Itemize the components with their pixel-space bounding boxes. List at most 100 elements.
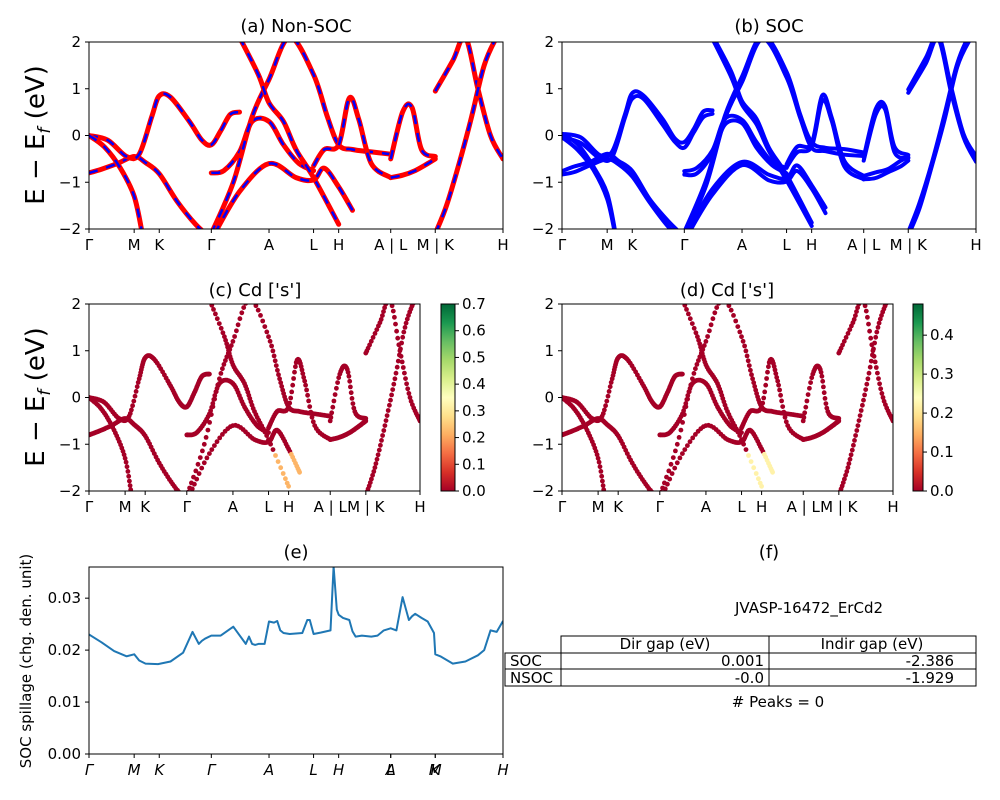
panel-c-title: (c) Cd ['s'] (209, 280, 302, 301)
xtick-label: K (154, 761, 165, 779)
proj-point (770, 469, 775, 475)
proj-point (680, 451, 685, 456)
cbar-tick-label: 0.1 (462, 455, 486, 473)
proj-point (209, 304, 215, 308)
ytick-label: −2 (59, 220, 81, 238)
proj-point (685, 393, 691, 398)
proj-point (266, 334, 271, 340)
proj-point (130, 403, 136, 409)
proj-point (381, 309, 386, 314)
xtick-label: H (756, 498, 767, 516)
xtick-label: L (264, 498, 273, 516)
xtick-label: A (701, 498, 712, 516)
proj-point (680, 420, 685, 425)
proj-point (297, 469, 302, 475)
proj-point (686, 389, 692, 395)
proj-point (376, 447, 382, 453)
proj-point (375, 452, 381, 458)
proj-point (209, 447, 215, 452)
proj-point (866, 370, 872, 376)
proj-point (212, 443, 217, 448)
proj-point (221, 362, 227, 367)
proj-point (851, 442, 856, 448)
proj-point (412, 299, 417, 304)
proj-point (886, 297, 891, 302)
xtick-label: M | K (820, 498, 859, 516)
xtick-label: Γ (85, 761, 95, 779)
proj-point (390, 304, 392, 305)
proj-point (134, 384, 140, 390)
proj-point (851, 317, 857, 322)
xtick-label: Γ (207, 761, 217, 779)
proj-point (193, 468, 199, 474)
proj-point (712, 310, 718, 316)
proj-point (856, 418, 862, 423)
band-nonsoc-dash-b11 (434, 42, 503, 160)
proj-point (714, 305, 720, 310)
xtick-label: M (601, 236, 614, 254)
proj-point (378, 442, 383, 448)
band-nonsoc-dash-b10 (389, 102, 436, 160)
proj-point (345, 369, 351, 375)
proj-point (404, 381, 409, 387)
colorbar-c (441, 304, 455, 491)
proj-point (690, 376, 695, 382)
xtick-label: K (430, 761, 441, 779)
proj-point (670, 455, 676, 460)
proj-point (701, 343, 707, 348)
proj-point (398, 346, 403, 352)
proj-point (381, 428, 387, 433)
proj-point (726, 304, 732, 309)
proj-point (861, 297, 866, 302)
ytick-label: 1 (71, 342, 81, 360)
xtick-label: K (627, 236, 638, 254)
band-soc-b1-1 (562, 151, 679, 229)
xtick-label: Γ (558, 498, 567, 516)
proj-point (385, 408, 391, 413)
proj-point (272, 358, 278, 364)
proj-point (863, 304, 865, 305)
proj-point (600, 478, 605, 484)
proj-point (203, 435, 209, 440)
cbar-tick-label: 0.0 (930, 482, 954, 500)
proj-point (189, 486, 195, 491)
proj-point (682, 447, 688, 452)
proj-point (212, 396, 218, 402)
proj-point (728, 307, 734, 313)
proj-point (287, 400, 293, 406)
proj-point (688, 382, 694, 388)
proj-point (847, 456, 853, 462)
proj-point (304, 387, 309, 393)
band-nonsoc-b3 (89, 133, 144, 229)
band-soc-b6-1 (713, 42, 814, 225)
band-nonsoc-dash-b7 (215, 162, 354, 229)
proj-point (220, 432, 225, 437)
ytick-label: −1 (59, 435, 81, 453)
proj-point (600, 483, 606, 488)
proj-point (399, 359, 405, 365)
proj-point (374, 327, 380, 332)
proj-point (217, 376, 222, 382)
proj-point (407, 395, 413, 400)
proj-point (395, 358, 401, 364)
proj-point (683, 404, 689, 410)
proj-point (329, 410, 335, 416)
xtick-label: L (387, 761, 395, 779)
band-nonsoc-b2 (89, 91, 242, 162)
proj-point (845, 331, 851, 336)
proj-point (805, 392, 811, 397)
proj-point (607, 384, 613, 390)
panel-c-ylabel: E − Ef (eV) (21, 327, 55, 467)
proj-point (691, 371, 697, 376)
xtick-label: H (887, 498, 898, 516)
panel-e-ylabel: SOC spillage (chg. den. unit) (17, 554, 35, 769)
proj-point (402, 325, 408, 330)
proj-point (821, 384, 826, 390)
proj-point (599, 473, 605, 479)
proj-point (705, 334, 710, 339)
proj-point (596, 459, 602, 465)
proj-point (280, 471, 286, 476)
proj-point (403, 320, 409, 326)
proj-point (383, 304, 389, 307)
